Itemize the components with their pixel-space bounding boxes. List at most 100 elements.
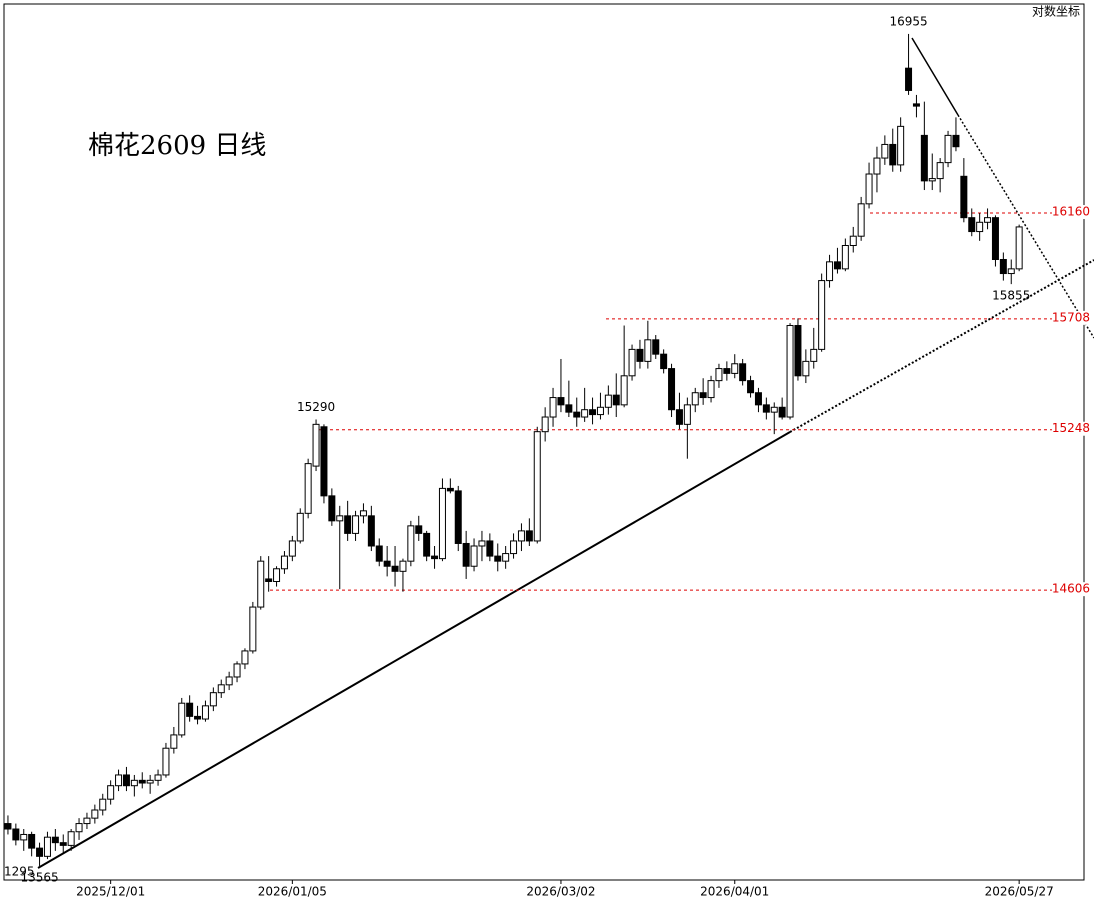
candle-body <box>739 363 747 382</box>
candle-body <box>928 178 936 182</box>
candle-body <box>944 134 952 164</box>
candle-body <box>454 490 462 544</box>
candle-body <box>415 525 423 534</box>
level-label-bg <box>1052 310 1092 325</box>
candle-body <box>186 702 194 717</box>
candle-body <box>589 409 597 416</box>
candle-body <box>478 540 486 547</box>
candle-body <box>162 747 170 776</box>
candle-body <box>905 67 913 91</box>
candle-body <box>660 353 668 370</box>
candle-body <box>359 510 367 517</box>
candle-body <box>431 555 439 560</box>
candle-body <box>565 404 573 413</box>
candle-body <box>683 404 691 425</box>
candle-body <box>549 397 557 418</box>
candle-body <box>1007 268 1015 275</box>
candle-body <box>344 515 352 534</box>
candle-body <box>525 530 533 542</box>
extreme-label: 15290 <box>297 400 335 414</box>
candle-body <box>826 261 834 282</box>
level-label-bg <box>1052 205 1092 220</box>
candle-body <box>723 368 731 374</box>
x-tick-label: 2026/03/02 <box>526 885 595 899</box>
candle-body <box>857 203 865 237</box>
candle-body <box>849 235 857 247</box>
level-label: 15248 <box>1052 421 1090 435</box>
candle-body <box>446 487 454 492</box>
candle-body <box>707 380 715 399</box>
candle-body <box>470 545 478 567</box>
candle-body <box>265 578 273 582</box>
candle-body <box>897 125 905 166</box>
candle-body <box>762 404 770 413</box>
candle-body <box>383 560 391 567</box>
candle-body <box>754 392 762 406</box>
candle-body <box>375 545 383 562</box>
candle-body <box>12 828 20 841</box>
x-tick-label: 2026/05/27 <box>985 885 1054 899</box>
candle-body <box>194 715 202 720</box>
candle-body <box>217 684 225 694</box>
candle-body <box>612 394 620 406</box>
candle-body <box>399 560 407 572</box>
candle-body <box>668 368 676 411</box>
candle-body <box>352 515 360 534</box>
candle-body <box>83 817 91 825</box>
candle-body <box>423 532 431 557</box>
candle-body <box>1015 226 1023 270</box>
candle-body <box>328 495 336 522</box>
level-label-bg <box>1052 582 1092 597</box>
candle-body <box>636 348 644 362</box>
candle-body <box>952 134 960 148</box>
candle-body <box>241 650 249 665</box>
candle-body <box>581 409 589 418</box>
candles <box>4 33 1023 866</box>
candle-body <box>257 560 265 608</box>
resistance-line <box>911 37 959 116</box>
candle-body <box>786 325 794 418</box>
labels: 16160 15708 15248 14606 2025/12/01 2026/01/05… <box>20 14 1092 899</box>
candle-body <box>122 774 130 787</box>
candle-body <box>984 217 992 223</box>
candle-body <box>320 426 328 497</box>
candle-body <box>960 175 968 219</box>
candle-body <box>541 416 549 433</box>
candle-body <box>178 702 186 736</box>
candle-body <box>968 217 976 233</box>
candle-body <box>67 831 75 846</box>
trend-line <box>37 431 791 869</box>
candle-body <box>770 406 778 413</box>
candle-body <box>715 368 723 382</box>
candle-body <box>533 431 541 542</box>
extreme-label: 15855 <box>992 289 1030 303</box>
annotation: 1295 <box>4 865 35 879</box>
candle-body <box>810 348 818 362</box>
x-tick-label: 2026/01/05 <box>258 885 327 899</box>
candle-body <box>778 406 786 418</box>
candle-body <box>138 779 146 784</box>
candle-body <box>604 394 612 408</box>
candle-body <box>20 833 28 841</box>
candle-body <box>91 809 99 819</box>
candle-body <box>510 540 518 555</box>
extreme-label: 16955 <box>889 14 927 28</box>
candle-body <box>146 779 154 784</box>
level-label: 14606 <box>1052 582 1090 596</box>
candle-body <box>304 463 312 514</box>
candle-body <box>273 568 281 582</box>
candle-body <box>818 280 826 350</box>
level-label: 16160 <box>1052 205 1090 219</box>
candle-body <box>794 325 802 377</box>
candle-body <box>976 221 984 233</box>
candle-body <box>596 406 604 416</box>
candle-body <box>486 540 494 557</box>
scale-label: 对数坐标 <box>1032 4 1080 19</box>
candle-body <box>75 823 83 833</box>
candle-body <box>502 553 510 562</box>
candle-body <box>201 705 209 720</box>
candle-body <box>628 348 636 377</box>
candle-body <box>115 774 123 787</box>
level-lines <box>270 212 1084 591</box>
